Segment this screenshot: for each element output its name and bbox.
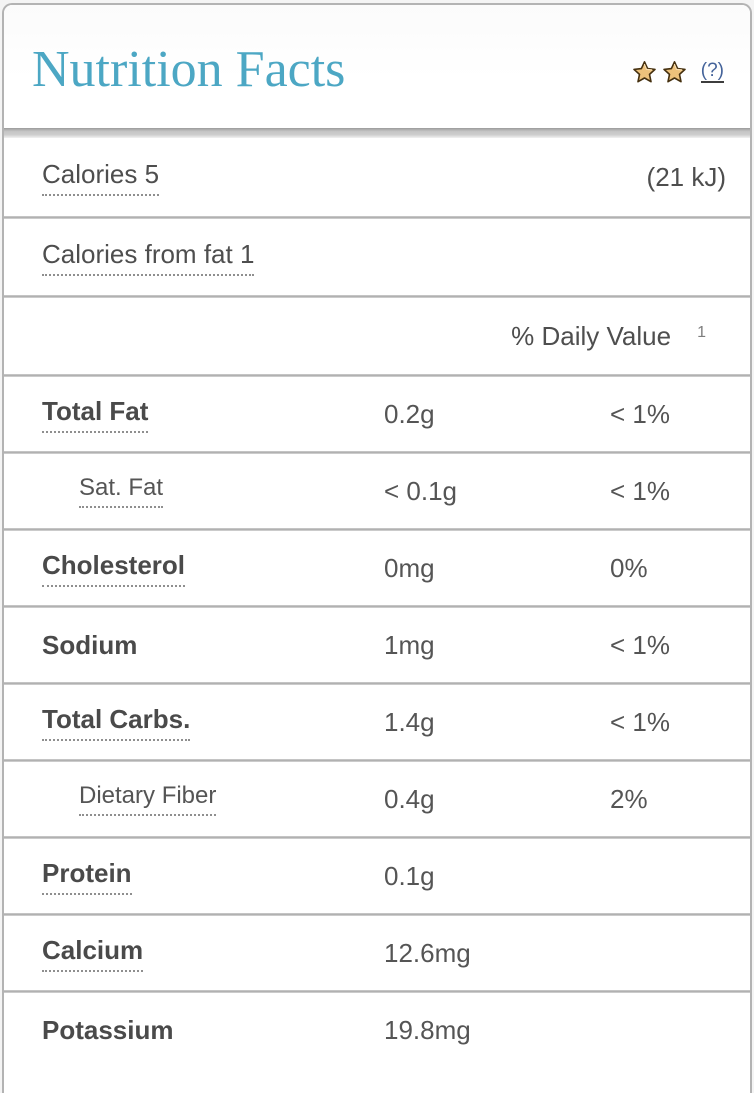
calories-from-fat-row: Calories from fat 1 xyxy=(4,219,750,295)
rating-area: (?) xyxy=(632,60,724,84)
nutrient-rows: Total Fat 0.2g < 1% Sat. Fat < 0.1g < 1%… xyxy=(4,374,750,1067)
nutrient-amount: 1.4g xyxy=(384,706,435,737)
daily-value-header-row: % Daily Value 1 xyxy=(4,298,750,374)
calories-from-fat-term[interactable]: Calories from fat 1 xyxy=(42,239,255,276)
nutrient-amount: 0.2g xyxy=(384,398,435,429)
nutrient-row: Sodium 1mg < 1% xyxy=(4,608,750,682)
nutrient-term[interactable]: Protein xyxy=(42,858,132,895)
nutrient-row: Calcium 12.6mg xyxy=(4,916,750,990)
calories-row: Calories 5 (21 kJ) xyxy=(4,138,750,216)
row-divider xyxy=(4,759,750,762)
row-divider xyxy=(4,990,750,993)
nutrient-term[interactable]: Dietary Fiber xyxy=(79,782,217,816)
page-title: Nutrition Facts xyxy=(32,41,346,98)
nutrient-term[interactable]: Cholesterol xyxy=(42,550,186,587)
rating-stars xyxy=(632,60,687,84)
nutrient-term[interactable]: Sat. Fat xyxy=(79,474,164,508)
nutrient-term: Sodium xyxy=(42,629,138,660)
nutrient-term: Potassium xyxy=(42,1014,174,1045)
star-icon xyxy=(662,60,686,82)
nutrient-term[interactable]: Total Carbs. xyxy=(42,704,191,741)
nutrient-amount: < 0.1g xyxy=(384,475,458,506)
nutrient-term[interactable]: Total Fat xyxy=(42,396,149,433)
nutrient-amount: 0mg xyxy=(384,552,435,583)
nutrient-amount: 19.8mg xyxy=(384,1014,471,1045)
row-divider xyxy=(4,682,750,685)
nutrient-daily-value: < 1% xyxy=(610,706,670,737)
calories-term[interactable]: Calories 5 xyxy=(42,159,160,196)
nutrient-row: Dietary Fiber 0.4g 2% xyxy=(4,762,750,836)
nutrient-row: Total Fat 0.2g < 1% xyxy=(4,377,750,451)
daily-value-label: % Daily Value xyxy=(511,320,672,351)
row-divider xyxy=(4,836,750,839)
panel-header: Nutrition Facts (?) xyxy=(4,5,750,128)
nutrient-term[interactable]: Calcium xyxy=(42,935,144,972)
row-divider xyxy=(4,295,750,298)
row-divider xyxy=(4,451,750,454)
nutrient-row: Cholesterol 0mg 0% xyxy=(4,531,750,605)
nutrient-row: Potassium 19.8mg xyxy=(4,993,750,1067)
nutrient-daily-value: 2% xyxy=(610,783,648,814)
header-divider xyxy=(4,128,750,138)
star-icon xyxy=(632,60,656,82)
rating-help-link[interactable]: (?) xyxy=(700,59,724,83)
row-divider xyxy=(4,913,750,916)
row-divider xyxy=(4,605,750,608)
row-divider xyxy=(4,216,750,219)
row-divider xyxy=(4,374,750,377)
nutrient-daily-value: < 1% xyxy=(610,398,670,429)
row-divider xyxy=(4,528,750,531)
nutrient-amount: 12.6mg xyxy=(384,937,471,968)
nutrient-amount: 1mg xyxy=(384,629,435,660)
nutrient-amount: 0.4g xyxy=(384,783,435,814)
nutrient-row: Total Carbs. 1.4g < 1% xyxy=(4,685,750,759)
nutrient-daily-value: < 1% xyxy=(610,629,670,660)
calories-kj-value: (21 kJ) xyxy=(646,161,726,192)
nutrition-facts-panel: Nutrition Facts (?) Calories 5 (21 kJ) C… xyxy=(2,3,752,1093)
daily-value-footnote[interactable]: 1 xyxy=(697,324,706,341)
nutrient-daily-value: 0% xyxy=(610,552,648,583)
nutrient-row: Sat. Fat < 0.1g < 1% xyxy=(4,454,750,528)
nutrient-daily-value: < 1% xyxy=(610,475,670,506)
nutrient-row: Protein 0.1g xyxy=(4,839,750,913)
nutrient-amount: 0.1g xyxy=(384,860,435,891)
